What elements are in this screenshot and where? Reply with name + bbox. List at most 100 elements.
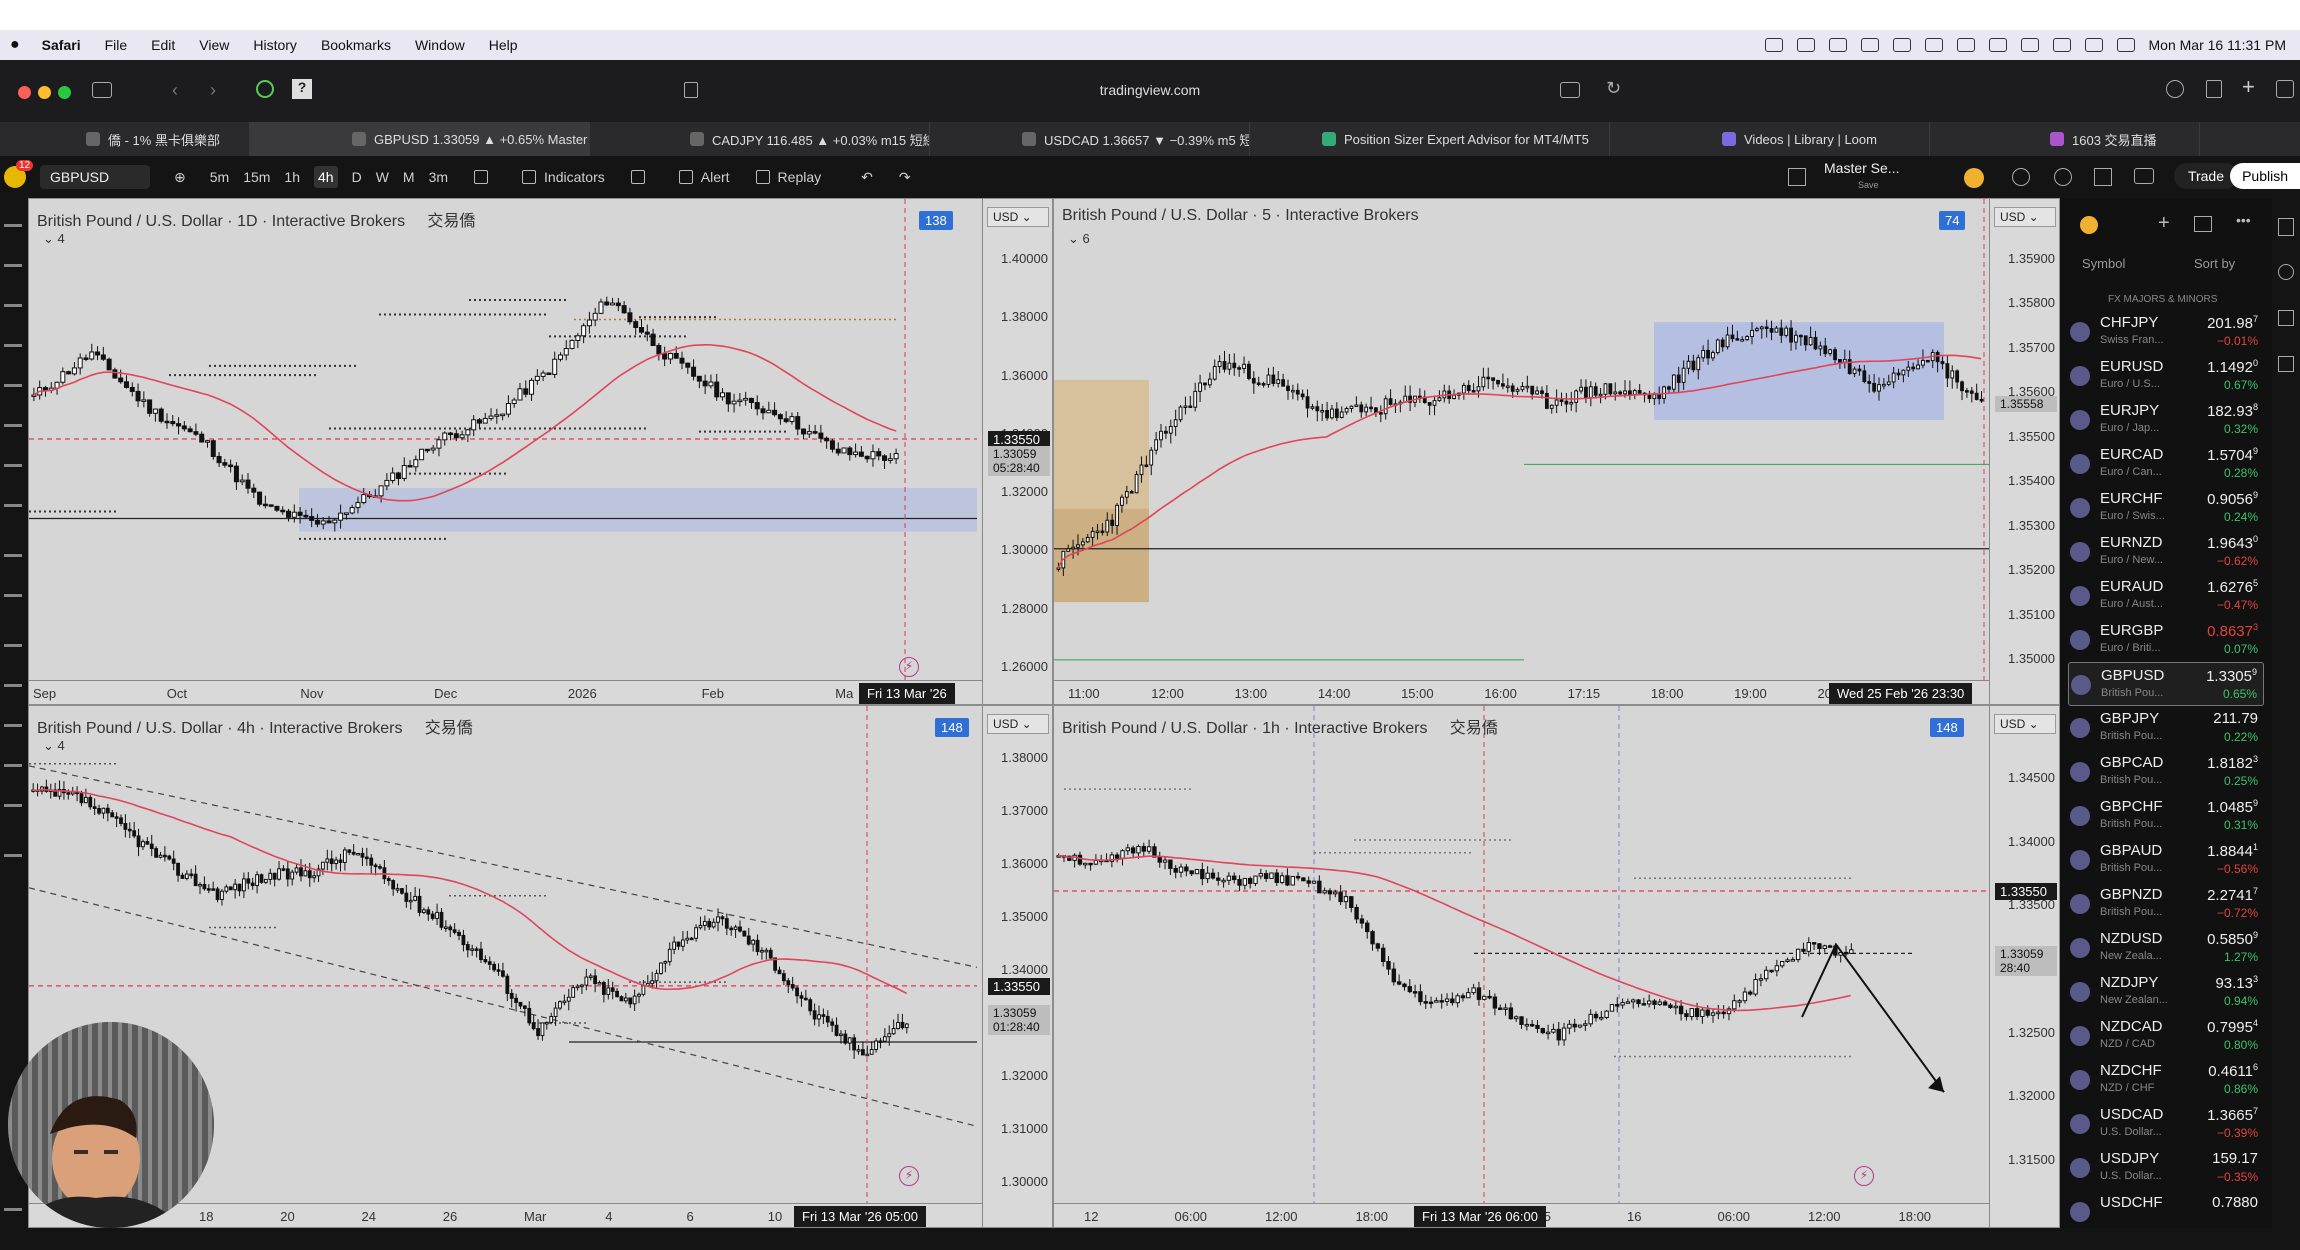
chart-canvas-4h[interactable] xyxy=(29,706,977,1203)
watchlist-row-nzdcad[interactable]: NZDCAD NZD / CAD 0.79954 0.80% xyxy=(2068,1014,2264,1058)
sidebar-toggle-icon[interactable] xyxy=(92,82,112,98)
watchlist-row-gbpnzd[interactable]: GBPNZD British Pou... 2.27417 −0.72% xyxy=(2068,882,2264,926)
redo-button[interactable]: ↷ xyxy=(898,168,911,185)
watchlist-row-usdjpy[interactable]: USDJPY U.S. Dollar... 159.17 −0.35% xyxy=(2068,1146,2264,1190)
timeframe-15m[interactable]: 15m xyxy=(243,169,271,185)
star-icon[interactable] xyxy=(4,1208,22,1211)
close-window-button[interactable] xyxy=(18,86,31,99)
chart-panel-5m[interactable]: British Pound / U.S. Dollar · 5 · Intera… xyxy=(1053,198,2060,705)
indicators-button[interactable]: Indicators xyxy=(522,169,605,185)
zoom-icon[interactable] xyxy=(4,594,22,597)
time-axis[interactable]: 11:00 12:00 13:00 14:00 15:00 16:00 17:15 18:00… xyxy=(1054,680,1989,704)
layout-name[interactable]: Master Se... xyxy=(1824,160,1900,176)
translate-icon[interactable] xyxy=(1560,82,1580,98)
tab-position-sizer[interactable]: Position Sizer Expert Advisor for MT4/MT… xyxy=(1250,122,1610,156)
chart-canvas-1d[interactable] xyxy=(29,199,977,680)
add-symbol-icon[interactable]: + xyxy=(2158,212,2170,234)
fib-icon[interactable] xyxy=(4,304,22,307)
menu-history[interactable]: History xyxy=(253,37,297,53)
currency-select[interactable]: USD ⌄ xyxy=(1994,714,2056,734)
watchlist-row-gbpaud[interactable]: GBPAUD British Pou... 1.88441 −0.56% xyxy=(2068,838,2264,882)
time-axis[interactable]: 18 20 24 26 Mar 4 6 10 Fri 13 Mar '26 05:00 xyxy=(29,1203,982,1227)
watchlist-row-euraud[interactable]: EURAUD Euro / Aust... 1.62765 −0.47% xyxy=(2068,574,2264,618)
watchlist-row-usdchf[interactable]: USDCHF 0.7880 xyxy=(2068,1190,2264,1234)
watchlist-toggle-icon[interactable] xyxy=(2278,218,2294,236)
chart-canvas-1h[interactable] xyxy=(1054,706,1989,1203)
brush-icon[interactable] xyxy=(4,424,22,427)
menu-bookmarks[interactable]: Bookmarks xyxy=(320,37,391,53)
indicator-count[interactable]: ⌄ 4 xyxy=(43,738,65,753)
menu-window[interactable]: Window xyxy=(414,37,465,53)
menu-edit[interactable]: Edit xyxy=(151,37,176,53)
watchlist-row-eurjpy[interactable]: EURJPY Euro / Jap... 182.938 0.32% xyxy=(2068,398,2264,442)
forward-button[interactable]: › xyxy=(210,80,216,100)
magnet-icon[interactable] xyxy=(4,644,22,647)
timeframe-w[interactable]: W xyxy=(375,169,389,185)
pattern-icon[interactable] xyxy=(4,344,22,347)
menu-view[interactable]: View xyxy=(199,37,230,53)
zoom-window-button[interactable] xyxy=(58,86,71,99)
timeframe-5m[interactable]: 5m xyxy=(209,169,230,185)
battery-icon[interactable] xyxy=(2052,38,2071,52)
text-icon[interactable] xyxy=(4,464,22,467)
watchlist-row-gbpusd[interactable]: GBPUSD British Pou... 1.33059 0.65% xyxy=(2068,662,2264,706)
tab-loom[interactable]: Videos | Library | Loom xyxy=(1610,122,1930,156)
emoji-icon[interactable] xyxy=(4,504,22,507)
settings-gear-icon[interactable] xyxy=(2054,168,2072,186)
back-button[interactable]: ‹ xyxy=(172,80,178,100)
sort-by-button[interactable]: Sort by xyxy=(2194,256,2236,271)
timeframe-4h[interactable]: 4h xyxy=(314,166,338,188)
alert-lightning-icon[interactable]: ⚡ xyxy=(899,657,919,677)
help-icon[interactable]: ? xyxy=(292,79,312,99)
cloud-icon[interactable] xyxy=(1892,38,1911,52)
ruler-icon[interactable] xyxy=(4,554,22,557)
currency-select[interactable]: USD ⌄ xyxy=(987,714,1049,734)
eye-icon[interactable] xyxy=(4,764,22,767)
reader-icon[interactable] xyxy=(684,82,698,98)
currency-select[interactable]: USD ⌄ xyxy=(987,207,1049,227)
price-axis[interactable]: USD ⌄ 1.400001.380001.360001.340001.3200… xyxy=(982,199,1052,704)
chart-canvas-5m[interactable] xyxy=(1054,199,1989,680)
smiley-icon[interactable] xyxy=(1964,168,1984,188)
reload-icon[interactable]: ↻ xyxy=(1606,78,1622,98)
calendar-icon[interactable] xyxy=(1860,38,1879,52)
control-center-icon[interactable] xyxy=(2116,38,2135,52)
watchlist-row-gbpjpy[interactable]: GBPJPY British Pou... 211.79 0.22% xyxy=(2068,706,2264,750)
timeframe-m[interactable]: M xyxy=(402,169,415,185)
play-icon[interactable] xyxy=(1988,38,2007,52)
time-axis[interactable]: 1206:0012:0018:0000151606:0012:0018:00Fr… xyxy=(1054,1203,1989,1227)
app-icon[interactable] xyxy=(1924,38,1943,52)
data-window-icon[interactable] xyxy=(2278,310,2294,326)
more-options-icon[interactable]: ••• xyxy=(2236,212,2251,228)
address-bar[interactable]: tradingview.com xyxy=(1099,82,1201,98)
alert-lightning-icon[interactable]: ⚡ xyxy=(899,1166,919,1186)
currency-select[interactable]: USD ⌄ xyxy=(1994,207,2056,227)
watchlist-row-eurusd[interactable]: EURUSD Euro / U.S... 1.14920 0.67% xyxy=(2068,354,2264,398)
tab-gbpusd[interactable]: GBPUSD 1.33059 ▲ +0.65% Master S... xyxy=(250,122,590,156)
watchlist-row-eurgbp[interactable]: EURGBP Euro / Briti... 0.86373 0.07% xyxy=(2068,618,2264,662)
crosshair-icon[interactable] xyxy=(4,224,22,227)
chat-icon[interactable] xyxy=(2278,356,2294,372)
watchlist-row-gbpchf[interactable]: GBPCHF British Pou... 1.04859 0.31% xyxy=(2068,794,2264,838)
watchlist-layout-icon[interactable] xyxy=(2194,216,2212,232)
watchlist-row-nzdusd[interactable]: NZDUSD New Zeala... 0.58509 1.27% xyxy=(2068,926,2264,970)
price-axis[interactable]: USD ⌄ 1.38000 1.37000 1.36000 1.35000 1.3400… xyxy=(982,706,1052,1227)
price-axis[interactable]: USD ⌄ 1.345001.340001.335001.330001.3250… xyxy=(1989,706,2059,1227)
alert-button[interactable]: Alert xyxy=(678,169,730,185)
wifi-icon[interactable] xyxy=(2020,38,2039,52)
grammarly-icon[interactable] xyxy=(256,80,274,98)
layout-save-label[interactable]: Save xyxy=(1858,180,1879,190)
chart-panel-1d[interactable]: British Pound / U.S. Dollar · 1D · Inter… xyxy=(28,198,1053,705)
lock-icon[interactable] xyxy=(4,724,22,727)
quick-search-icon[interactable] xyxy=(2012,168,2030,186)
tab-usdcad[interactable]: USDCAD 1.36657 ▼ −0.39% m5 短線 xyxy=(930,122,1250,156)
user-avatar[interactable] xyxy=(4,166,26,188)
stay-drawing-icon[interactable] xyxy=(4,684,22,687)
trash-icon[interactable] xyxy=(4,854,22,857)
link-icon[interactable] xyxy=(4,804,22,807)
share-icon[interactable] xyxy=(2206,80,2222,98)
alerts-clock-icon[interactable] xyxy=(2278,264,2294,280)
watchlist-row-eurchf[interactable]: EURCHF Euro / Swis... 0.90569 0.24% xyxy=(2068,486,2264,530)
chat-icon[interactable] xyxy=(1796,38,1815,52)
tab-overview-icon[interactable] xyxy=(2276,80,2294,98)
